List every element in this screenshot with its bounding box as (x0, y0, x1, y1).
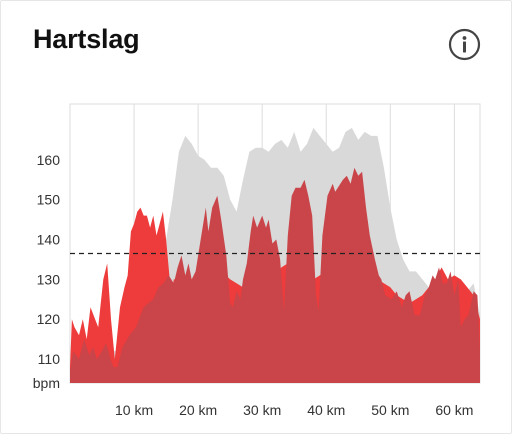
y-tick-label: 140 (37, 232, 61, 248)
x-tick-label: 40 km (307, 402, 345, 418)
x-tick-label: 60 km (435, 402, 473, 418)
y-unit-label: bpm (33, 375, 60, 391)
x-axis: 10 km 20 km 30 km 40 km 50 km 60 km (115, 402, 473, 418)
area-series-primary (70, 167, 480, 383)
x-tick-label: 20 km (179, 402, 217, 418)
y-tick-label: 120 (37, 311, 61, 327)
x-tick-label: 10 km (115, 402, 153, 418)
info-icon[interactable] (448, 28, 481, 61)
chart-areas (70, 127, 480, 384)
x-tick-label: 50 km (371, 402, 409, 418)
y-tick-label: 110 (38, 351, 61, 367)
y-tick-label: 160 (37, 152, 61, 168)
card-title: Hartslag (33, 24, 140, 54)
y-tick-label: 150 (37, 192, 61, 208)
y-tick-label: 130 (37, 271, 61, 287)
x-tick-label: 30 km (243, 402, 281, 418)
y-axis: 110 120 130 140 150 160 bpm (33, 152, 60, 391)
